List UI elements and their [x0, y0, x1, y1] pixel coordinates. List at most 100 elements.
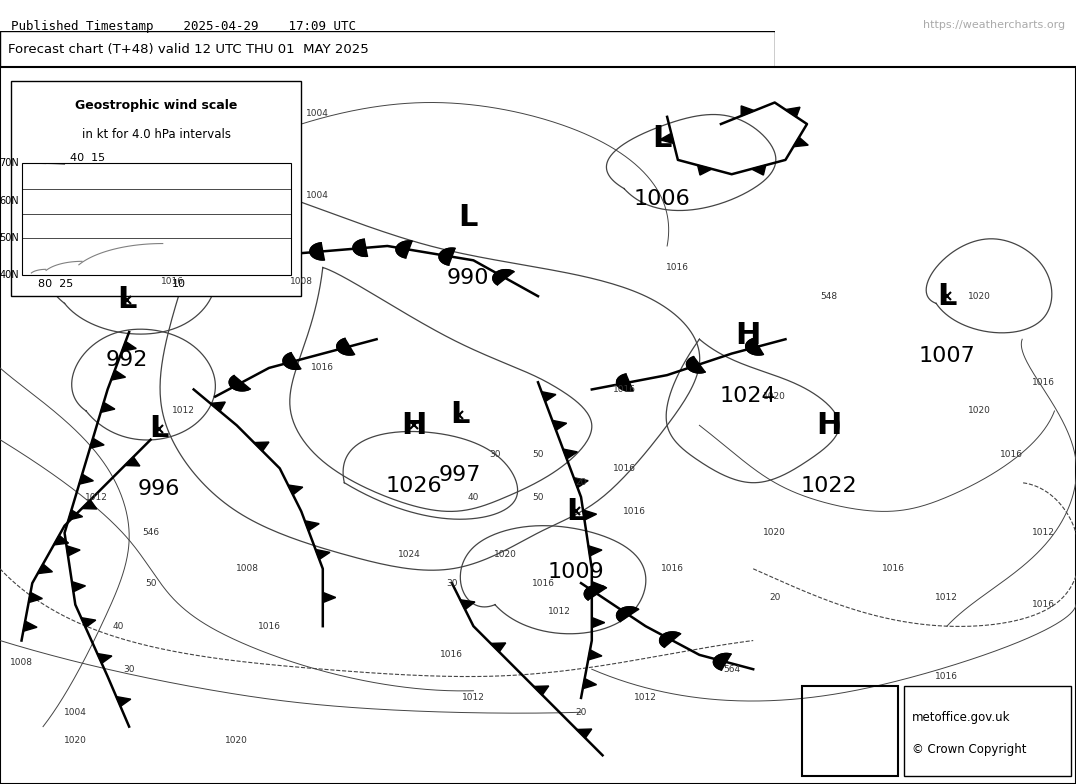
Polygon shape: [229, 376, 250, 391]
Text: 50: 50: [533, 492, 543, 502]
Polygon shape: [80, 474, 94, 485]
Polygon shape: [534, 686, 549, 695]
Text: H: H: [816, 411, 841, 440]
Polygon shape: [746, 339, 763, 355]
Text: 1016: 1016: [881, 564, 905, 573]
Text: 1026: 1026: [386, 476, 442, 495]
Polygon shape: [592, 618, 605, 628]
Text: L: L: [458, 202, 478, 231]
Polygon shape: [617, 374, 633, 391]
Text: 1004: 1004: [306, 191, 329, 200]
Text: 1020: 1020: [225, 736, 249, 746]
FancyBboxPatch shape: [11, 81, 301, 296]
Text: 1004: 1004: [63, 708, 87, 717]
Text: L: L: [150, 414, 169, 443]
Text: 1016: 1016: [661, 564, 684, 573]
Text: 30: 30: [490, 449, 500, 459]
Text: 1016: 1016: [612, 385, 636, 394]
Text: 20: 20: [769, 593, 780, 602]
Bar: [22, 164, 291, 274]
Text: 30: 30: [447, 579, 457, 588]
Text: 1020: 1020: [967, 406, 991, 416]
Text: H: H: [735, 321, 761, 350]
Polygon shape: [785, 107, 799, 117]
Polygon shape: [125, 457, 140, 466]
Polygon shape: [660, 632, 680, 648]
Text: 1012: 1012: [85, 492, 109, 502]
Polygon shape: [38, 564, 53, 574]
Polygon shape: [72, 582, 85, 592]
Text: 50: 50: [533, 449, 543, 459]
Text: 548: 548: [820, 292, 837, 301]
Polygon shape: [713, 653, 731, 670]
Text: 1012: 1012: [171, 406, 195, 416]
Polygon shape: [283, 353, 300, 369]
Text: 1016: 1016: [160, 278, 184, 286]
Polygon shape: [54, 535, 69, 545]
Text: 50N: 50N: [0, 233, 19, 242]
Polygon shape: [82, 500, 97, 509]
Polygon shape: [697, 165, 712, 175]
Polygon shape: [583, 678, 596, 688]
Text: Geostrophic wind scale: Geostrophic wind scale: [75, 99, 237, 112]
Text: © Crown Copyright: © Crown Copyright: [912, 742, 1027, 756]
Text: 997: 997: [438, 465, 481, 485]
Text: L: L: [450, 400, 469, 429]
Polygon shape: [24, 621, 37, 631]
Polygon shape: [315, 550, 330, 560]
Polygon shape: [353, 239, 367, 256]
Text: in kt for 4.0 hPa intervals: in kt for 4.0 hPa intervals: [82, 128, 230, 140]
Text: 20: 20: [576, 478, 586, 487]
Text: 546: 546: [142, 528, 159, 537]
Polygon shape: [592, 582, 605, 592]
Text: 40: 40: [113, 622, 124, 630]
Text: 1016: 1016: [1032, 601, 1056, 609]
Polygon shape: [617, 607, 638, 622]
Polygon shape: [267, 252, 285, 269]
Polygon shape: [310, 243, 324, 260]
Polygon shape: [584, 586, 606, 600]
Polygon shape: [439, 249, 455, 265]
Polygon shape: [67, 546, 80, 556]
Polygon shape: [563, 449, 578, 459]
Text: 40N: 40N: [0, 270, 19, 280]
Text: Forecast chart (T+48) valid 12 UTC THU 01  MAY 2025: Forecast chart (T+48) valid 12 UTC THU 0…: [8, 42, 368, 56]
Polygon shape: [254, 442, 269, 451]
Text: 1020: 1020: [63, 736, 87, 746]
Text: 1016: 1016: [1000, 449, 1023, 459]
Polygon shape: [751, 165, 766, 175]
Text: 1012: 1012: [1032, 528, 1056, 537]
Polygon shape: [323, 593, 336, 603]
Text: 1016: 1016: [440, 651, 464, 659]
Polygon shape: [116, 696, 131, 706]
Text: 1016: 1016: [623, 507, 647, 516]
Text: 1016: 1016: [666, 263, 690, 272]
Polygon shape: [686, 357, 705, 373]
Text: 1024: 1024: [397, 550, 421, 559]
Polygon shape: [793, 137, 808, 147]
Polygon shape: [81, 618, 96, 627]
Text: H: H: [401, 411, 427, 440]
Polygon shape: [491, 643, 506, 652]
Text: 1008: 1008: [289, 278, 313, 286]
Text: 60N: 60N: [0, 195, 19, 205]
Text: 1008: 1008: [10, 658, 33, 666]
Text: 1012: 1012: [634, 693, 657, 702]
Text: 20: 20: [576, 708, 586, 717]
Text: 1012: 1012: [935, 593, 959, 602]
Polygon shape: [552, 420, 567, 430]
Text: 992: 992: [105, 350, 148, 370]
Text: 30: 30: [124, 665, 134, 673]
Text: 1004: 1004: [306, 109, 329, 118]
Polygon shape: [660, 133, 674, 143]
Text: 990: 990: [447, 267, 490, 288]
Text: metoffice.gov.uk: metoffice.gov.uk: [912, 711, 1010, 724]
Polygon shape: [741, 106, 754, 116]
Text: 10: 10: [172, 279, 186, 289]
Text: 1008: 1008: [236, 564, 259, 573]
Text: 1012: 1012: [462, 693, 485, 702]
Text: 1020: 1020: [494, 550, 518, 559]
Polygon shape: [589, 546, 601, 556]
Text: L: L: [117, 285, 137, 314]
Polygon shape: [224, 267, 242, 283]
